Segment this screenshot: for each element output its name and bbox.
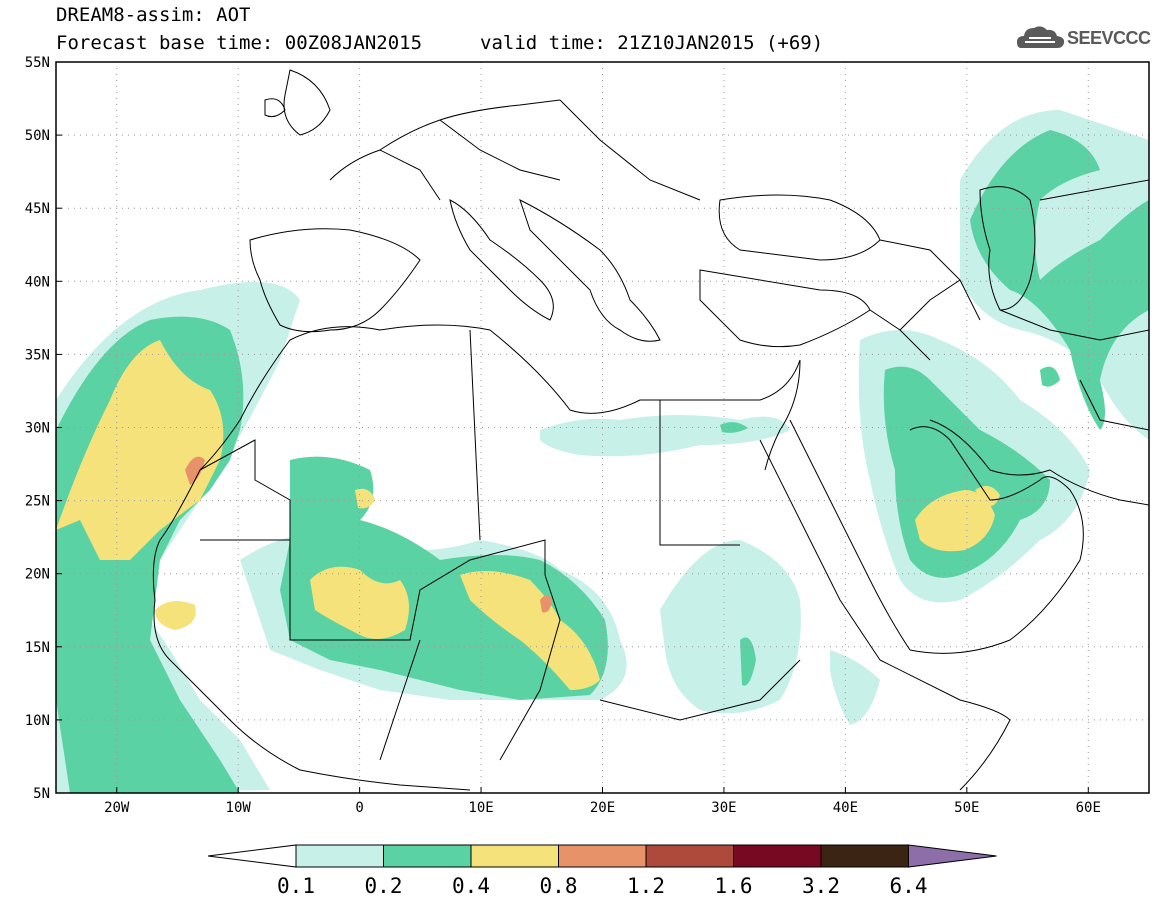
latitude-labels: 55N 50N 45N 40N 35N 30N 25N 20N 15N 10N 5N — [25, 55, 62, 802]
plume-peak — [185, 456, 205, 485]
colorbar-label: 0.1 — [277, 874, 315, 898]
colorbar-bin — [470, 844, 559, 868]
lon-label: 20W — [104, 800, 130, 816]
plume-light-horn — [830, 650, 880, 725]
plume-medium-iran — [1040, 366, 1060, 387]
map-title: DREAM8-assim: AOT — [56, 4, 251, 26]
plume-peak-sahel — [540, 595, 552, 613]
forecast-base-time: Forecast base time: 00Z08JAN2015 — [56, 32, 423, 54]
colorbar-bin — [820, 844, 909, 868]
colorbar-under-triangle — [207, 844, 297, 868]
plume-high-arabia — [915, 490, 995, 552]
colorbar: 0.1 0.2 0.4 0.8 1.2 1.6 3.2 6.4 — [207, 844, 997, 898]
plume-medium-east-africa — [740, 637, 756, 686]
lat-label: 20N — [25, 567, 50, 583]
plume-light-east-africa — [660, 540, 801, 714]
lon-label: 30E — [711, 800, 736, 816]
lon-label: 60E — [1076, 800, 1101, 816]
colorbar-bin — [558, 844, 647, 868]
plume-high-2 — [155, 601, 196, 630]
lat-label: 15N — [25, 640, 50, 656]
lat-label: 35N — [25, 347, 50, 363]
colorbar-bin — [383, 844, 472, 868]
lon-label: 0 — [355, 800, 363, 816]
lat-label: 5N — [33, 786, 50, 802]
cloud-icon — [1017, 26, 1065, 48]
longitude-labels: 20W 10W 0 10E 20E 30E 40E 50E 60E — [104, 787, 1101, 816]
colorbar-over-triangle — [908, 844, 997, 868]
lat-label: 25N — [25, 494, 50, 510]
colorbar-bin — [645, 844, 734, 868]
lon-label: 10E — [468, 800, 493, 816]
lat-lon-grid — [56, 62, 1149, 793]
colorbar-label: 1.2 — [627, 874, 665, 898]
colorbar-label: 0.2 — [365, 874, 403, 898]
plume-high-sahel-2 — [460, 571, 600, 690]
lon-label: 40E — [833, 800, 858, 816]
coastlines — [152, 69, 1149, 791]
lon-label: 10W — [226, 800, 252, 816]
logo-text: SEEVCCC — [1067, 28, 1151, 48]
colorbar-label: 3.2 — [802, 874, 840, 898]
aot-plumes — [56, 110, 1149, 793]
colorbar-label: 1.6 — [715, 874, 753, 898]
lat-label: 50N — [25, 128, 50, 144]
lat-label: 30N — [25, 421, 50, 437]
lat-label: 40N — [25, 274, 50, 290]
plume-high-sahel-3 — [355, 488, 375, 509]
lon-label: 20E — [590, 800, 615, 816]
lat-label: 45N — [25, 201, 50, 217]
valid-time: valid time: 21Z10JAN2015 (+69) — [480, 32, 824, 54]
plume-medium-caspian — [970, 130, 1149, 430]
lon-label: 50E — [954, 800, 979, 816]
lat-label: 55N — [25, 55, 50, 71]
colorbar-label: 6.4 — [890, 874, 928, 898]
plume-light-libya — [540, 415, 790, 457]
colorbar-bin — [295, 844, 384, 868]
colorbar-label: 0.4 — [452, 874, 490, 898]
colorbar-label: 0.8 — [540, 874, 578, 898]
lat-label: 10N — [25, 713, 50, 729]
colorbar-bin — [733, 844, 822, 868]
